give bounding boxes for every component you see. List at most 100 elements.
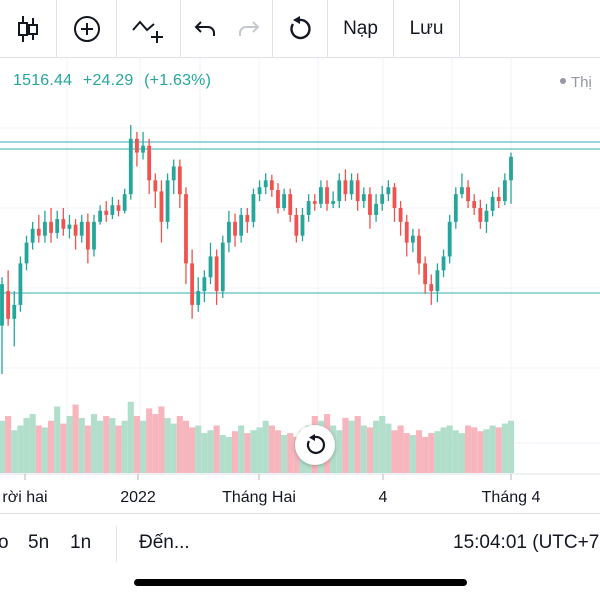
volume-bar bbox=[293, 436, 300, 473]
candle-body bbox=[361, 194, 366, 202]
candle-body bbox=[490, 196, 495, 211]
volume-bar bbox=[409, 435, 416, 473]
volume-bar bbox=[471, 427, 478, 473]
candle-body bbox=[61, 219, 66, 229]
candle-body bbox=[171, 166, 176, 181]
x-tick-label: 2022 bbox=[120, 489, 156, 506]
volume-bar bbox=[354, 416, 361, 473]
volume-bar bbox=[127, 401, 134, 473]
volume-bar bbox=[47, 420, 55, 473]
candle-body bbox=[165, 180, 170, 222]
volume-bar bbox=[35, 425, 42, 473]
volume-bar bbox=[29, 414, 36, 473]
add-compare-button[interactable] bbox=[57, 0, 117, 57]
candle-body bbox=[282, 194, 286, 208]
volume-bar bbox=[121, 420, 128, 473]
volume-bar bbox=[72, 404, 79, 473]
candle-body bbox=[79, 221, 84, 236]
candle-body bbox=[374, 203, 378, 215]
candle-body bbox=[233, 221, 237, 236]
candle-body bbox=[337, 180, 342, 202]
volume-bar bbox=[17, 425, 24, 473]
candle-body bbox=[423, 263, 428, 285]
volume-bars bbox=[0, 401, 515, 473]
interval-5n-button[interactable]: 5n bbox=[28, 532, 50, 553]
candle-body bbox=[202, 277, 207, 292]
candle-body bbox=[12, 304, 17, 319]
volume-bar bbox=[379, 416, 386, 473]
volume-bar bbox=[115, 425, 122, 473]
candle-body bbox=[380, 194, 385, 204]
volume-bar bbox=[422, 436, 429, 473]
candle-body bbox=[288, 194, 293, 215]
volume-bar bbox=[391, 430, 398, 473]
volume-bar bbox=[201, 433, 208, 473]
candle-body bbox=[67, 224, 72, 229]
home-indicator bbox=[134, 579, 467, 586]
reset-chart-button[interactable] bbox=[295, 425, 335, 465]
load-layout-button[interactable]: Nạp bbox=[328, 0, 394, 57]
candle-body bbox=[441, 256, 446, 271]
volume-bar bbox=[139, 420, 147, 473]
candle-body bbox=[429, 284, 434, 292]
volume-bar bbox=[262, 420, 269, 473]
candle-body bbox=[159, 191, 164, 222]
candle-body bbox=[214, 256, 219, 292]
volume-bar bbox=[90, 414, 98, 473]
volume-bar bbox=[250, 430, 257, 473]
volume-bar bbox=[41, 427, 48, 473]
candle-body bbox=[447, 221, 452, 257]
candle-body bbox=[318, 187, 323, 204]
reset-chart-icon bbox=[306, 434, 326, 454]
volume-bar bbox=[458, 433, 466, 473]
volume-bar bbox=[182, 420, 190, 473]
volume-bar bbox=[440, 427, 447, 473]
candle-body bbox=[269, 180, 274, 190]
candle-body bbox=[312, 201, 317, 204]
candle-body bbox=[368, 194, 372, 215]
series-legend[interactable]: Thị bbox=[560, 74, 592, 91]
goto-date-button[interactable]: Đến... bbox=[139, 532, 190, 553]
candle-body bbox=[386, 187, 391, 195]
volume-bar bbox=[348, 420, 355, 473]
candle-body bbox=[484, 210, 489, 222]
candle-body bbox=[6, 291, 11, 319]
candle-body bbox=[294, 214, 299, 236]
candle-body bbox=[220, 242, 225, 292]
volume-bar bbox=[176, 416, 183, 473]
interval-1n-button[interactable]: 1n bbox=[70, 532, 92, 553]
refresh-button[interactable] bbox=[273, 0, 328, 57]
candle-body bbox=[300, 214, 305, 236]
save-layout-button[interactable]: Lưu bbox=[394, 0, 460, 57]
volume-bar bbox=[170, 423, 177, 473]
volume-bar bbox=[336, 430, 343, 473]
volume-bar bbox=[477, 431, 484, 473]
chart-toolbar: Nạp Lưu bbox=[0, 0, 600, 58]
volume-bar bbox=[133, 416, 140, 473]
price-chart[interactable]: rời hai 2022 Tháng Hai 4 Tháng 4 bbox=[0, 58, 600, 513]
indicators-button[interactable] bbox=[117, 0, 181, 57]
redo-icon[interactable] bbox=[237, 18, 261, 40]
candle-body bbox=[128, 138, 133, 195]
candle-body bbox=[239, 214, 244, 236]
chart-type-button[interactable] bbox=[0, 0, 57, 57]
x-tick-label: 4 bbox=[379, 489, 388, 506]
volume-bar bbox=[189, 427, 196, 473]
interval-partial[interactable]: o bbox=[0, 532, 9, 553]
candle-body bbox=[116, 205, 121, 211]
candle-body bbox=[410, 235, 415, 243]
candle-body bbox=[263, 180, 268, 188]
undo-icon[interactable] bbox=[193, 18, 217, 40]
volume-bar bbox=[164, 417, 171, 473]
volume-bar bbox=[84, 425, 91, 473]
volume-bar bbox=[219, 435, 226, 473]
candle-body bbox=[147, 145, 152, 181]
x-tick-label: Tháng Hai bbox=[222, 489, 296, 506]
time-zone-button[interactable]: 15:04:01 (UTC+7 bbox=[453, 532, 600, 553]
candle-body bbox=[331, 201, 336, 204]
candle-body bbox=[49, 221, 53, 233]
volume-bar bbox=[213, 425, 220, 473]
candle-body bbox=[227, 221, 231, 243]
volume-bar bbox=[465, 425, 472, 473]
candle-body bbox=[18, 263, 23, 305]
